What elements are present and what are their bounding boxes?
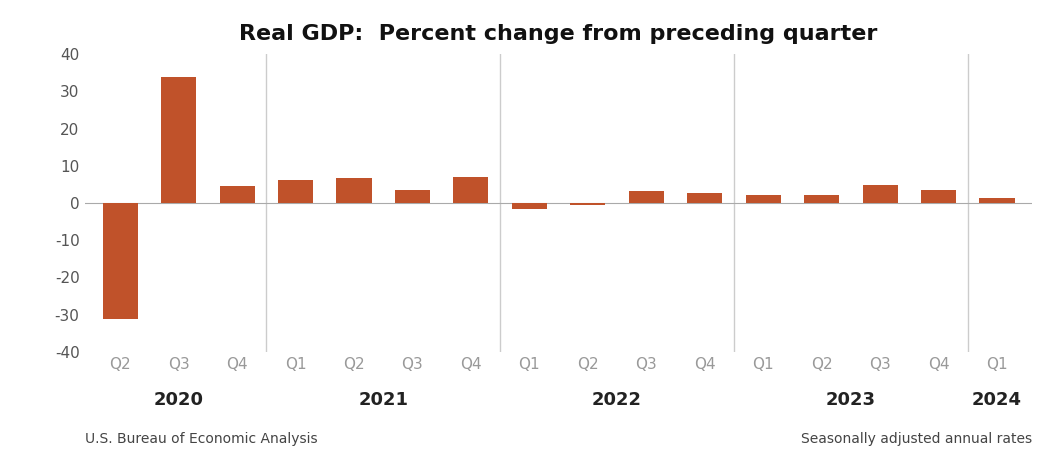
Text: 2020: 2020: [153, 391, 203, 409]
Text: 2021: 2021: [359, 391, 409, 409]
Bar: [278, 179, 313, 203]
Bar: [512, 203, 547, 209]
Bar: [804, 195, 839, 203]
Text: 2023: 2023: [826, 391, 876, 409]
Bar: [395, 190, 430, 203]
Text: 2024: 2024: [972, 391, 1023, 409]
Bar: [161, 77, 196, 203]
Bar: [629, 191, 664, 203]
Bar: [102, 203, 137, 319]
Bar: [863, 185, 898, 203]
Bar: [219, 186, 254, 203]
Bar: [921, 190, 957, 203]
Text: U.S. Bureau of Economic Analysis: U.S. Bureau of Economic Analysis: [85, 433, 318, 446]
Bar: [570, 203, 605, 205]
Bar: [980, 198, 1015, 203]
Text: Seasonally adjusted annual rates: Seasonally adjusted annual rates: [801, 433, 1032, 446]
Bar: [336, 178, 371, 203]
Bar: [687, 193, 722, 203]
Text: 2022: 2022: [592, 391, 642, 409]
Title: Real GDP:  Percent change from preceding quarter: Real GDP: Percent change from preceding …: [239, 24, 878, 44]
Bar: [746, 195, 781, 203]
Bar: [453, 177, 488, 203]
